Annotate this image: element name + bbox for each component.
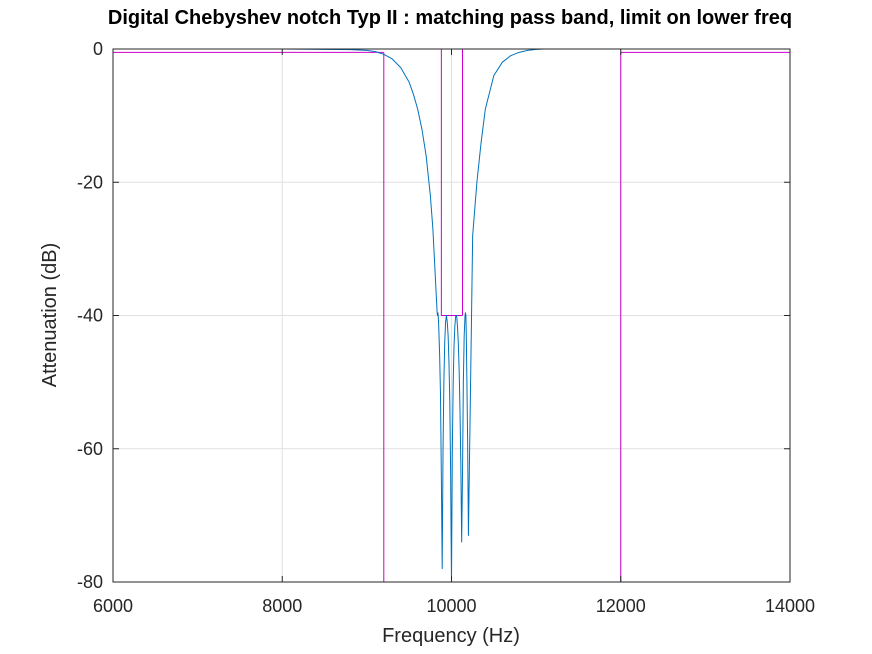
x-tick-label: 12000 [596,596,646,616]
chart-title: Digital Chebyshev notch Typ II : matchin… [108,7,792,29]
y-tick-label: -40 [77,306,103,326]
y-tick-label: -60 [77,439,103,459]
y-tick-label: -80 [77,572,103,592]
axis-ticks: 6000 8000 10000 12000 14000 -80 -60 -40 -20 0 [77,39,815,616]
y-tick-label: -20 [77,172,103,192]
response-curve-layer [113,48,790,583]
x-tick-label: 10000 [426,596,476,616]
y-axis-label: Attenuation (dB) [39,243,61,388]
y-tick-label: 0 [93,39,103,59]
x-axis-label: Frequency (Hz) [382,625,520,647]
x-tick-label: 8000 [262,596,302,616]
x-tick-label: 14000 [765,596,815,616]
response-series-line [113,48,790,583]
x-tick-label: 6000 [93,596,133,616]
